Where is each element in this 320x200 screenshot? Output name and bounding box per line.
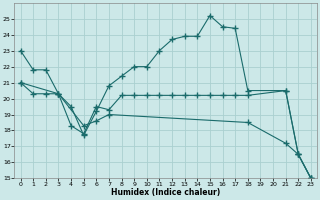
X-axis label: Humidex (Indice chaleur): Humidex (Indice chaleur) [111, 188, 220, 197]
